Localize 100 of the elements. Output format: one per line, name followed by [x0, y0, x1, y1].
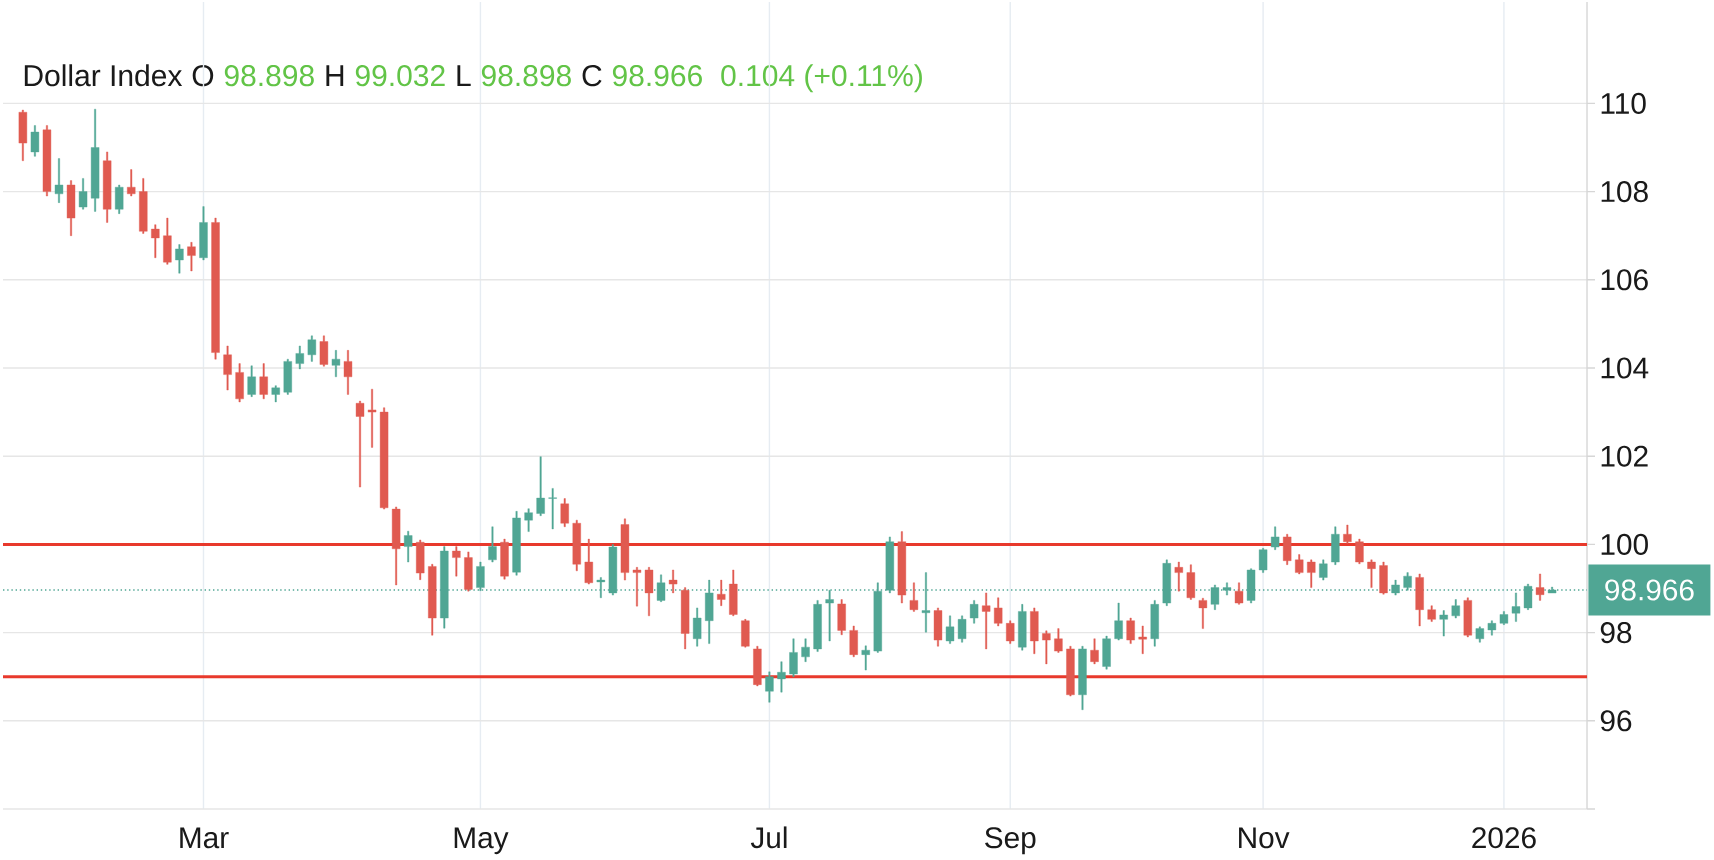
candlestick — [1379, 561, 1388, 595]
candlestick — [969, 600, 979, 624]
candlestick — [1343, 524, 1352, 544]
candlestick — [404, 530, 413, 563]
candlestick — [1258, 548, 1268, 573]
text: Dollar Index — [24, 64, 183, 87]
annotation: 98.966 — [612, 65, 702, 87]
x-tick-label: Sep — [985, 827, 1036, 855]
x-tick-label: May — [454, 827, 509, 855]
candlestick — [1415, 573, 1424, 627]
candlestick — [428, 564, 437, 636]
candlestick — [78, 178, 88, 210]
candlestick — [1006, 620, 1015, 644]
candlestick — [837, 599, 846, 635]
candlestick — [379, 407, 389, 510]
candlestick — [741, 619, 750, 648]
candlestick — [512, 511, 521, 576]
candlestick — [1114, 602, 1123, 641]
candlestick — [560, 498, 569, 527]
candlestick — [127, 169, 136, 197]
candlestick — [391, 506, 401, 586]
candlestick — [500, 538, 509, 580]
candlestick — [1246, 568, 1256, 604]
y-tick-label: 104 — [1601, 357, 1649, 379]
candlestick — [897, 531, 907, 604]
candlestick — [271, 385, 280, 403]
candlestick — [981, 592, 991, 650]
candlestick — [849, 625, 858, 658]
candlestick — [729, 569, 738, 617]
candlestick — [957, 615, 967, 643]
candlestick — [163, 217, 172, 265]
y-tick-label: 96 — [1600, 710, 1632, 732]
candlestick — [1066, 646, 1075, 697]
annotation: 0.104 (+0.11%) — [721, 64, 922, 93]
x-tick-label: 2026 — [1472, 827, 1536, 849]
y-tick-label: 108 — [1601, 181, 1648, 203]
candlestick — [789, 638, 798, 677]
candlestick — [139, 178, 148, 234]
candlestick — [680, 587, 690, 650]
x-tick-label: Mar — [180, 827, 229, 849]
candlestick — [1331, 526, 1340, 565]
candlestick — [1295, 554, 1304, 575]
annotation: O — [192, 65, 214, 87]
y-tick-label: 98 — [1600, 622, 1632, 644]
candlestick — [717, 579, 726, 606]
candlestick — [355, 400, 365, 488]
candlestick — [283, 358, 292, 395]
candlestick — [1270, 526, 1280, 550]
y-tick-label: 106 — [1601, 269, 1648, 291]
candlestick — [596, 577, 606, 598]
candlestick — [1018, 604, 1027, 651]
candlestick — [572, 519, 581, 572]
candlestick — [1355, 538, 1364, 564]
candlestick — [813, 600, 822, 652]
candlestick — [1174, 561, 1183, 592]
candlestick — [1102, 635, 1111, 670]
candlestick — [693, 607, 702, 647]
candlestick — [753, 646, 762, 687]
candlestick — [102, 151, 112, 223]
candlestick — [1463, 597, 1472, 638]
x-tick-label: Nov — [1239, 827, 1290, 849]
candlestick — [319, 335, 329, 367]
candlestick — [1186, 564, 1196, 600]
annotation: 98.898 — [224, 65, 314, 87]
candlestick — [416, 539, 425, 580]
ref-line-label: 98.966 — [1605, 579, 1694, 601]
candlestick — [1234, 582, 1244, 605]
candlestick — [1523, 583, 1533, 610]
y-tick-label: 102 — [1601, 445, 1648, 467]
candlestick — [30, 125, 40, 157]
candlestick — [933, 607, 943, 647]
candlestick — [632, 567, 642, 607]
annotation: L — [457, 65, 471, 86]
candlestick — [199, 206, 208, 261]
candlestick — [608, 544, 618, 596]
annotation: H — [326, 65, 344, 86]
candlestick — [945, 615, 955, 644]
candlestick — [801, 638, 810, 662]
candlestick — [18, 109, 28, 161]
candlestick — [187, 242, 196, 272]
candlestick — [464, 551, 473, 592]
candlestick — [994, 597, 1003, 627]
candlestick — [1307, 559, 1316, 588]
candlestick — [307, 335, 317, 362]
x-tick-label: Jul — [750, 826, 787, 849]
candlestick — [1499, 611, 1509, 625]
candlestick — [343, 350, 353, 395]
candlestick — [331, 350, 341, 378]
candlestick — [765, 671, 774, 703]
candlestick — [1042, 630, 1051, 665]
candlestick — [777, 661, 786, 693]
candlestick — [1319, 559, 1328, 581]
candlestick — [524, 508, 533, 532]
candlestick — [247, 365, 256, 397]
candlestick — [90, 108, 100, 212]
candlestick — [1150, 600, 1159, 647]
candlestick — [151, 224, 160, 258]
candlestick — [1090, 638, 1099, 665]
candlestick — [1451, 599, 1460, 619]
candlestick — [909, 582, 919, 612]
